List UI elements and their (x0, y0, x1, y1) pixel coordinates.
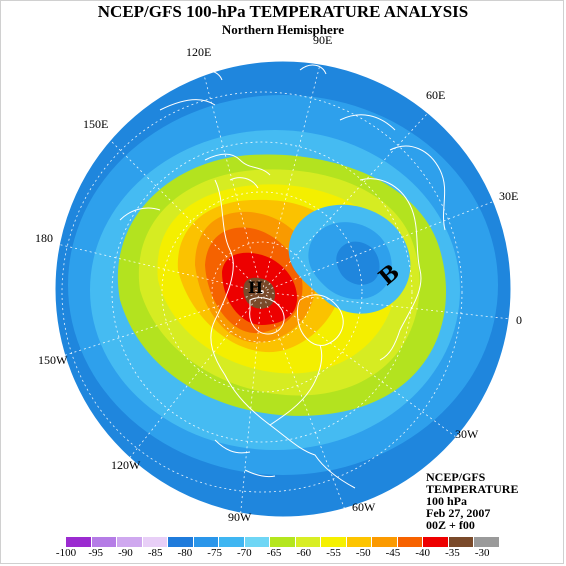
legend-swatch (448, 537, 474, 547)
map-subtitle: Northern Hemisphere (221, 22, 345, 37)
legend-tick-label: -70 (237, 547, 252, 559)
longitude-label-150e: 150E (83, 117, 109, 131)
legend-tick-label: -75 (207, 547, 222, 559)
legend-swatch (91, 537, 117, 547)
contour-neg30 (243, 277, 276, 309)
legend-tick-label: -65 (266, 547, 282, 559)
temperature-field (55, 61, 511, 517)
legend-swatch (397, 537, 423, 547)
legend-tick-label: -40 (415, 547, 431, 559)
cold-vortex-core (336, 241, 380, 285)
legend-swatch (346, 537, 372, 547)
legend-swatch (321, 537, 347, 547)
info-date: Feb 27, 2007 (426, 506, 491, 520)
legend-swatch (66, 537, 92, 547)
legend-swatch (244, 537, 270, 547)
longitude-label-90e: 90E (313, 33, 333, 47)
legend-tick-label: -30 (474, 547, 490, 559)
legend-tick-label: -45 (385, 547, 401, 559)
legend-tick-label: -95 (88, 547, 104, 559)
longitude-label-0: 0 (516, 313, 522, 327)
legend-swatch (168, 537, 194, 547)
globe-outline (54, 60, 512, 518)
longitude-label-90w: 90W (228, 510, 252, 524)
longitude-lines (55, 61, 511, 517)
info-variable: TEMPERATURE (426, 482, 519, 496)
legend-swatch (193, 537, 219, 547)
longitude-label-30e: 30E (499, 189, 519, 203)
legend-tick-label: -35 (445, 547, 460, 559)
legend-swatch (219, 537, 245, 547)
legend-swatch (142, 537, 168, 547)
info-level: 100 hPa (426, 494, 468, 508)
latitude-circles (61, 91, 463, 493)
info-model: NCEP/GFS (426, 470, 486, 484)
analysis-info: NCEP/GFS TEMPERATURE 100 hPa Feb 27, 200… (426, 471, 518, 531)
legend-swatch (270, 537, 296, 547)
legend-tick-label: -60 (296, 547, 312, 559)
legend-tick-label: -55 (326, 547, 341, 559)
legend-swatch (474, 537, 500, 547)
legend-tick-label: -90 (118, 547, 133, 559)
legend-tick-label: -85 (147, 547, 163, 559)
longitude-label-60e: 60E (426, 88, 446, 102)
longitude-label-180: 180 (35, 231, 53, 245)
longitude-label-150w: 150W (38, 353, 68, 367)
map-title: NCEP/GFS 100-hPa TEMPERATURE ANALYSIS (97, 2, 469, 21)
longitude-label-30w: 30W (455, 427, 479, 441)
high-marker: H (248, 278, 264, 297)
longitude-label-120e: 120E (186, 45, 212, 59)
longitude-label-120w: 120W (111, 458, 141, 472)
legend-tick-label: -80 (177, 547, 193, 559)
coastlines (119, 64, 446, 489)
legend-tick-label: -100 (55, 547, 77, 559)
legend-swatch (295, 537, 321, 547)
legend-swatch (423, 537, 449, 547)
info-cycle: 00Z + f00 (426, 518, 475, 532)
legend-swatch (117, 537, 143, 547)
legend-tick-label: -50 (355, 547, 371, 559)
longitude-label-60w: 60W (352, 500, 376, 514)
legend-swatch (372, 537, 398, 547)
